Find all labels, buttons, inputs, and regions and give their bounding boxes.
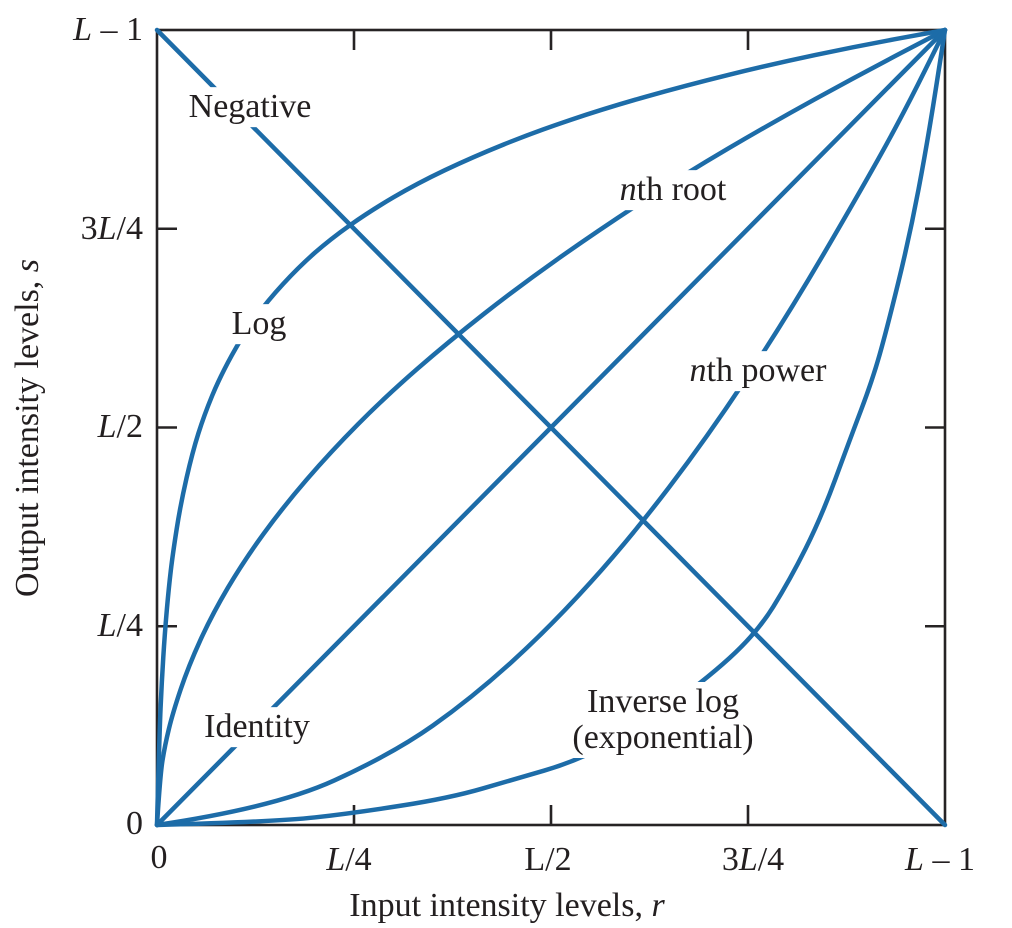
x-tick-label-0: 0 xyxy=(150,839,168,876)
curve-nth-power xyxy=(154,27,948,828)
curve-label-inverse-log-line2: (exponential) xyxy=(572,719,754,756)
curve-label-nth-power: nth power xyxy=(680,351,836,391)
curve-inverse-log-exponential xyxy=(154,27,948,828)
curve-label-inverse-log: Inverse log (exponential) xyxy=(563,682,763,758)
y-axis-title: Output intensity levels, s xyxy=(9,258,47,598)
curve-label-identity: Identity xyxy=(195,707,319,747)
curve-label-log: Log xyxy=(222,304,296,344)
y-tick-label-l2: L/2 xyxy=(97,408,143,446)
axis-ticks xyxy=(157,30,945,825)
x-tick-label-l4: L/4 xyxy=(326,841,372,878)
curve-label-negative: Negative xyxy=(179,87,321,127)
y-tick-label-3l4: 3L/4 xyxy=(80,210,143,248)
x-tick-label-l-1: L – 1 xyxy=(905,841,975,878)
curve-log xyxy=(154,27,948,828)
y-tick-label-l-1: L – 1 xyxy=(73,11,143,49)
curve-nth-root xyxy=(154,27,948,828)
x-axis-title: Input intensity levels, r xyxy=(349,887,665,924)
curves xyxy=(154,27,948,828)
y-tick-label-0: 0 xyxy=(126,805,143,843)
curve-label-inverse-log-line1: Inverse log xyxy=(586,683,740,720)
x-tick-label-3l4: 3L/4 xyxy=(721,841,785,878)
x-tick-label-l2: L/2 xyxy=(524,841,572,878)
curve-identity xyxy=(154,27,948,828)
y-tick-label-l4: L/4 xyxy=(97,607,143,645)
curve-label-nth-root: nth root xyxy=(610,170,736,210)
